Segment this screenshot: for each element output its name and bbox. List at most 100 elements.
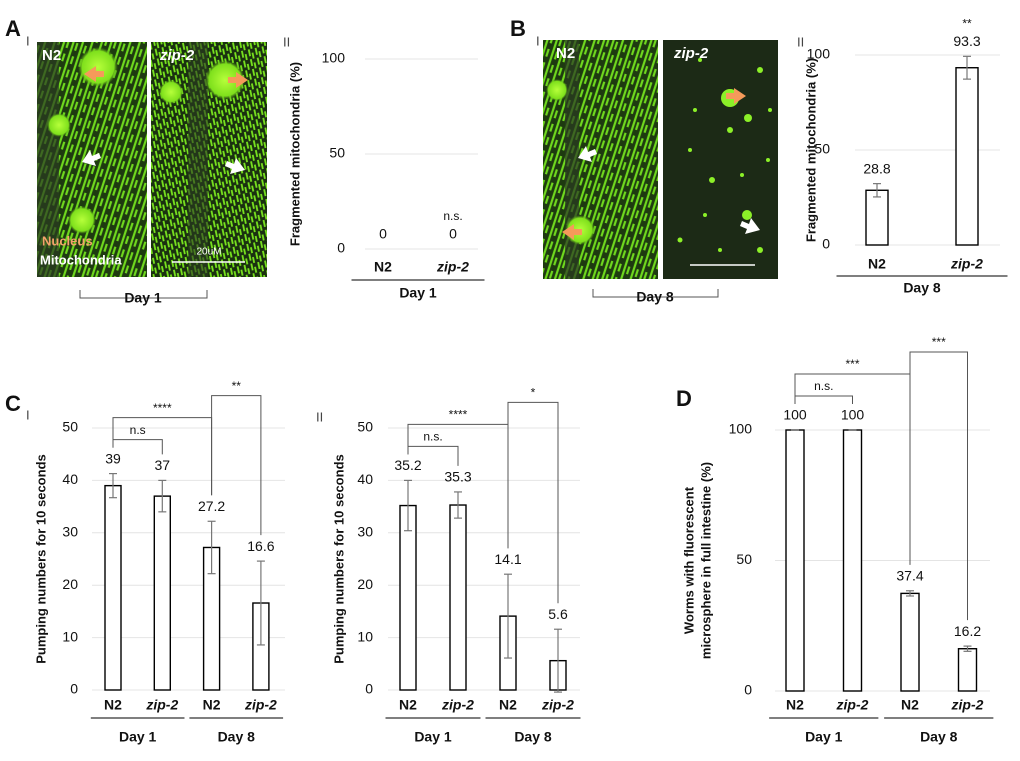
- significance-label: n.s.: [443, 209, 462, 223]
- panel-letter: D: [676, 386, 692, 411]
- x-tick-label: zip-2: [950, 256, 983, 272]
- micrograph-art: [37, 40, 778, 299]
- y-tick-label: 20: [357, 576, 373, 592]
- error-bar: [207, 520, 216, 575]
- value-label: 35.3: [444, 469, 471, 485]
- subpanel-label: I: [536, 33, 540, 48]
- group-label: Day 1: [414, 729, 452, 745]
- significance-bracket: [507, 401, 559, 604]
- significance-bracket: [909, 351, 968, 621]
- error-bar: [404, 479, 412, 532]
- y-tick-label: 50: [736, 551, 752, 567]
- y-tick-label: 0: [70, 681, 78, 697]
- bar: [900, 592, 920, 692]
- significance-label: ****: [449, 408, 468, 422]
- y-tick-label: 10: [62, 628, 78, 644]
- bar: [957, 648, 978, 692]
- value-label: 0: [379, 226, 387, 242]
- value-label: 37: [155, 457, 171, 473]
- x-tick-label: N2: [399, 697, 417, 713]
- y-tick-label: 0: [744, 682, 752, 698]
- x-tick-label: N2: [786, 697, 804, 713]
- image-label: zip-2: [159, 47, 195, 64]
- group-label: Day 8: [903, 280, 941, 296]
- legend-mitochondria: Mitochondria: [40, 252, 122, 267]
- y-tick-label: 50: [814, 141, 830, 157]
- scale-label: 20uM: [196, 247, 221, 258]
- x-tick-label: zip-2: [436, 259, 469, 275]
- x-tick-label: zip-2: [541, 697, 574, 713]
- y-tick-label: 30: [357, 524, 373, 540]
- y-axis-label: Fragmented mitochondria (%): [287, 62, 302, 246]
- subpanel-label: I: [26, 33, 30, 48]
- bar: [785, 429, 805, 692]
- y-axis-label: Pumping numbers for 10 seconds: [331, 454, 346, 664]
- day-label: Day 1: [124, 290, 162, 306]
- significance-label: **: [962, 17, 972, 31]
- y-tick-label: 40: [357, 471, 373, 487]
- y-tick-label: 100: [322, 50, 346, 66]
- micrograph: [543, 40, 658, 279]
- y-tick-label: 0: [365, 681, 373, 697]
- bar: [865, 189, 889, 246]
- significance-label: ***: [932, 335, 946, 349]
- y-tick-label: 100: [807, 46, 831, 62]
- x-tick-label: zip-2: [244, 697, 277, 713]
- group-label: Day 1: [399, 285, 437, 301]
- x-tick-label: N2: [901, 697, 919, 713]
- x-tick-label: zip-2: [441, 697, 474, 713]
- legend-nucleus: Nucleus: [42, 233, 93, 248]
- value-label: 93.3: [953, 33, 980, 49]
- bar: [104, 484, 122, 691]
- significance-label: n.s.: [423, 430, 442, 444]
- significance-label: *: [531, 386, 536, 400]
- value-label: 27.2: [198, 498, 225, 514]
- error-bar: [554, 628, 562, 693]
- error-bar: [504, 573, 512, 659]
- subpanel-label: II: [316, 409, 323, 424]
- x-tick-label: N2: [374, 259, 392, 275]
- value-label: 100: [783, 407, 807, 423]
- value-label: 14.1: [494, 551, 521, 567]
- y-tick-label: 30: [62, 524, 78, 540]
- panel-letter: C: [5, 391, 21, 416]
- micrograph: [663, 40, 778, 279]
- error-bar: [873, 183, 881, 198]
- x-tick-label: N2: [203, 697, 221, 713]
- y-tick-label: 0: [822, 236, 830, 252]
- bar: [842, 429, 863, 692]
- y-axis-label: Fragmented mitochondria (%): [803, 58, 818, 242]
- group-label: Day 8: [920, 729, 958, 745]
- value-label: 100: [841, 407, 865, 423]
- y-tick-label: 50: [357, 419, 373, 435]
- error-bar: [963, 645, 972, 652]
- y-tick-label: 20: [62, 576, 78, 592]
- panel-letter: B: [510, 16, 526, 41]
- subpanel-label: II: [283, 34, 290, 49]
- x-tick-label: zip-2: [145, 697, 178, 713]
- error-bar: [109, 472, 117, 499]
- y-axis-label: Pumping numbers for 10 seconds: [33, 454, 48, 664]
- day-label: Day 8: [636, 289, 674, 305]
- value-label: 16.2: [954, 623, 981, 639]
- image-label: N2: [556, 45, 575, 62]
- group-label: Day 8: [514, 729, 552, 745]
- significance-label: **: [232, 379, 242, 393]
- error-bar: [454, 491, 462, 519]
- panel-letter: A: [5, 16, 21, 41]
- value-label: 35.2: [394, 457, 421, 473]
- y-tick-label: 0: [337, 240, 345, 256]
- value-label: 28.8: [863, 160, 890, 176]
- x-tick-label: zip-2: [951, 697, 984, 713]
- subpanel-label: I: [26, 407, 30, 422]
- image-label: N2: [42, 47, 61, 64]
- error-bar: [963, 55, 971, 80]
- group-label: Day 1: [805, 729, 843, 745]
- y-axis-label: Worms with fluorescent: [681, 486, 696, 634]
- y-tick-label: 50: [329, 145, 345, 161]
- value-label: 5.6: [548, 606, 568, 622]
- bar: [153, 495, 172, 691]
- value-label: 0: [449, 226, 457, 242]
- y-tick-label: 10: [357, 628, 373, 644]
